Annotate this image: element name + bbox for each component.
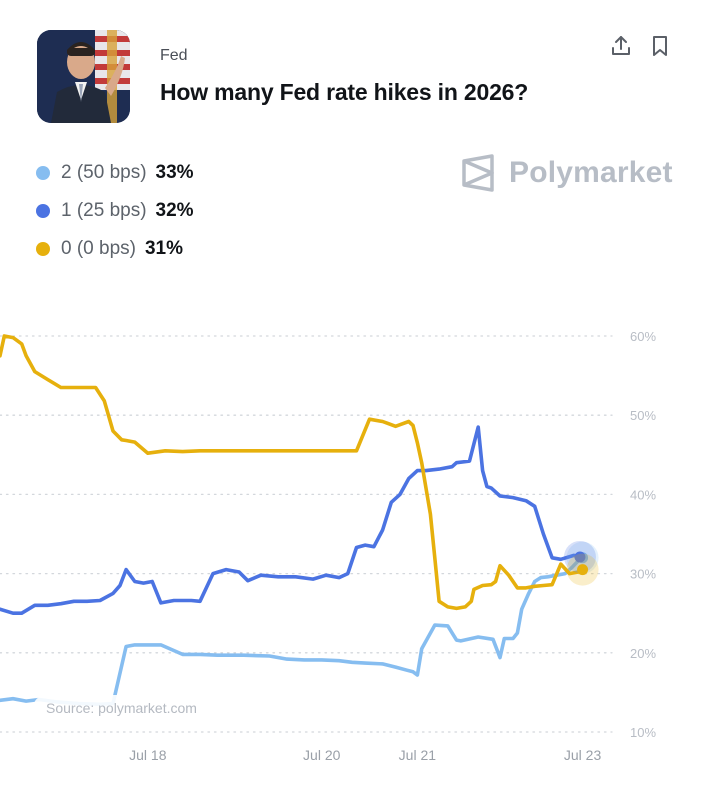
legend-value: 32% [155,200,194,221]
series-line[interactable] [0,334,585,611]
legend-swatch [36,242,50,256]
legend-item[interactable]: 0 (0 bps) 31% [36,230,194,268]
legend-swatch [36,166,50,180]
person-portrait-icon [37,30,130,123]
market-title: How many Fed rate hikes in 2026? [160,79,529,105]
end-point-marker[interactable] [577,564,589,576]
legend-item[interactable]: 1 (25 bps) 32% [36,192,194,230]
series-line[interactable] [0,425,582,615]
source-label: Source: polymarket.com [46,700,197,716]
y-tick-label: 50% [630,408,656,423]
bookmark-icon[interactable] [648,34,672,58]
y-tick-label: 40% [630,487,656,502]
x-tick-label: Jul 21 [399,747,437,763]
source-badge [33,695,219,721]
brand-name: Polymarket [509,156,673,189]
market-avatar [37,30,130,123]
polymarket-brand: Polymarket [461,154,673,192]
legend-name: 1 (25 bps) [61,200,147,221]
end-point-marker[interactable] [574,551,586,563]
legend: 2 (50 bps) 33% 1 (25 bps) 32% 0 (0 bps) … [36,154,194,268]
x-tick-label: Jul 20 [303,747,341,763]
line-chart: 10% 20% 30% 40% 50% 60% Jul 18 Jul 20 Jul 21 Jul … [0,329,656,763]
legend-name: 2 (50 bps) [61,162,147,183]
series-line[interactable] [0,556,585,707]
legend-item[interactable]: 2 (50 bps) 33% [36,154,194,192]
y-tick-label: 60% [630,329,656,344]
y-tick-label: 20% [630,646,656,661]
market-category: Fed [160,47,188,64]
legend-value: 31% [144,238,184,259]
polymarket-logo-icon [462,154,494,192]
legend-name: 0 (0 bps) [61,238,136,259]
legend-swatch [36,204,50,218]
x-tick-label: Jul 18 [129,747,167,763]
legend-value: 33% [155,162,194,183]
x-tick-label: Jul 23 [564,747,602,763]
y-tick-label: 30% [630,567,656,582]
y-tick-label: 10% [630,725,656,740]
share-icon[interactable] [609,34,633,58]
